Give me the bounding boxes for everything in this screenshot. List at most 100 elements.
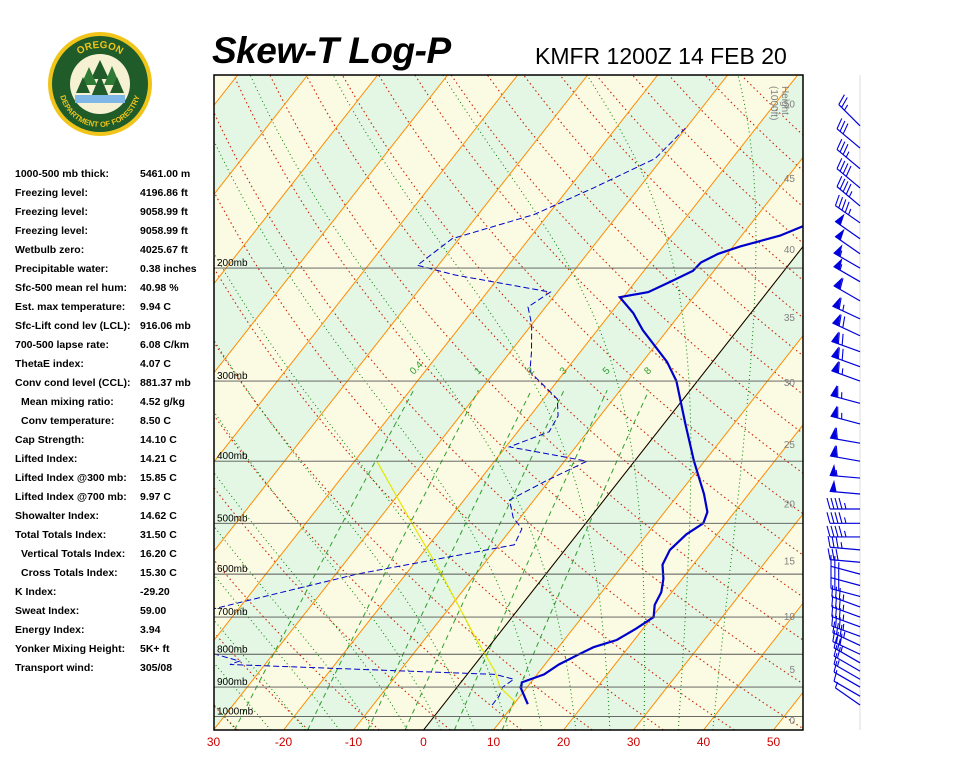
stat-label: Sweat Index: bbox=[15, 605, 80, 617]
barb-pennant bbox=[829, 479, 837, 493]
barb-flag bbox=[831, 548, 835, 561]
barb-staff bbox=[836, 128, 861, 149]
stat-value: 916.06 mb bbox=[140, 320, 191, 332]
stat-row: Vertical Totals Index: 16.20 C bbox=[15, 548, 220, 567]
barb-flag bbox=[830, 497, 835, 510]
stat-value: 14.62 C bbox=[140, 510, 177, 522]
wind-barb bbox=[830, 554, 861, 575]
stat-label: Conv temperature: bbox=[21, 415, 115, 427]
barb-staff bbox=[830, 577, 861, 587]
stat-value: 40.98 % bbox=[140, 282, 179, 294]
barb-flag bbox=[841, 333, 844, 346]
stat-label: Precipitable water: bbox=[15, 263, 109, 275]
barb-pennant bbox=[829, 464, 837, 477]
barb-pennant bbox=[831, 331, 839, 345]
stat-row: Freezing level: 9058.99 ft bbox=[15, 206, 220, 225]
isotherm bbox=[214, 75, 309, 196]
barb-flag bbox=[830, 525, 835, 538]
dry-adiabat bbox=[214, 111, 803, 730]
barb-flag bbox=[835, 586, 838, 599]
isotherm bbox=[633, 513, 803, 730]
wind-barb bbox=[830, 384, 861, 404]
barb-staff bbox=[832, 632, 861, 646]
barb-flag bbox=[836, 158, 843, 169]
stat-value: 4.52 g/kg bbox=[140, 396, 185, 408]
barb-flag bbox=[842, 123, 849, 135]
stat-label: Freezing level: bbox=[15, 187, 88, 199]
height-axis-title-line: (1000ft) bbox=[768, 86, 779, 120]
chart-title: Skew-T Log-P bbox=[212, 30, 451, 71]
barb-flag bbox=[841, 348, 844, 361]
wind-barb bbox=[834, 213, 861, 240]
barb-flag bbox=[838, 297, 842, 310]
barb-half-flag bbox=[836, 660, 840, 667]
wind-barb bbox=[833, 277, 861, 302]
stat-label: Yonker Mixing Height: bbox=[15, 643, 126, 655]
wind-barb bbox=[831, 296, 861, 320]
mixing-ratio-line bbox=[501, 389, 650, 730]
stat-row: 1000-500 mb thick: 5461.00 m bbox=[15, 168, 220, 187]
stat-row: Cross Totals Index: 15.30 C bbox=[15, 567, 220, 586]
barb-half-flag bbox=[840, 645, 844, 652]
barb-flag bbox=[834, 194, 840, 206]
stat-label: ThetaE index: bbox=[15, 358, 84, 370]
barb-half-flag bbox=[839, 264, 843, 271]
stat-value: 881.37 mb bbox=[140, 377, 191, 389]
barb-staff bbox=[838, 104, 861, 127]
isotherm bbox=[493, 334, 803, 730]
barb-pennant bbox=[831, 360, 839, 374]
stat-value: 9.97 C bbox=[140, 491, 171, 503]
mixing-ratio-line bbox=[453, 389, 608, 730]
stat-value: 9058.99 ft bbox=[140, 206, 188, 218]
stat-row: Freezing level: 9058.99 ft bbox=[15, 225, 220, 244]
isobar-label: 900mb bbox=[217, 677, 248, 688]
barb-staff bbox=[831, 606, 861, 618]
isotherm-bands bbox=[214, 75, 803, 730]
barb-flag bbox=[834, 525, 839, 538]
stat-label: Showalter Index: bbox=[15, 510, 100, 522]
barb-pennant bbox=[831, 313, 841, 327]
stat-row: Energy Index: 3.94 bbox=[15, 624, 220, 643]
barb-flag bbox=[831, 585, 834, 597]
barb-half-flag bbox=[835, 469, 838, 477]
wind-barb bbox=[826, 512, 860, 524]
barb-half-flag bbox=[843, 104, 849, 111]
barb-flag bbox=[838, 497, 843, 510]
stat-label: 700-500 lapse rate: bbox=[15, 339, 109, 351]
wind-barb bbox=[831, 331, 861, 353]
barb-half-flag bbox=[842, 623, 845, 631]
stat-label: Freezing level: bbox=[15, 206, 88, 218]
height-tick-label: 50 bbox=[784, 99, 796, 110]
wind-barb bbox=[833, 670, 861, 697]
barb-flag bbox=[835, 427, 838, 440]
barb-staff bbox=[833, 663, 861, 680]
stat-label: Cap Strength: bbox=[15, 434, 85, 446]
mixing-ratio-line bbox=[307, 389, 479, 730]
moist-adiabat bbox=[214, 252, 509, 730]
barb-flag bbox=[842, 181, 849, 193]
wind-barb bbox=[827, 535, 861, 551]
stat-value: 5461.00 m bbox=[140, 168, 191, 180]
x-tick-label: 20 bbox=[557, 735, 571, 749]
barb-half-flag bbox=[843, 631, 846, 638]
barb-flag bbox=[841, 97, 848, 108]
wind-barb bbox=[836, 158, 861, 189]
height-tick-label: 20 bbox=[784, 499, 796, 510]
wind-barb bbox=[838, 94, 861, 127]
x-axis: 30 -20 -10 0 10 20 30 40 50 bbox=[207, 735, 781, 749]
stat-row: Sweat Index: 59.00 bbox=[15, 605, 220, 624]
stat-row: K Index: -29.20 bbox=[15, 586, 220, 605]
wind-barb bbox=[832, 630, 861, 655]
stat-label: Freezing level: bbox=[15, 225, 88, 237]
barb-staff bbox=[831, 596, 861, 608]
barb-flag bbox=[838, 196, 844, 209]
isotherm bbox=[214, 75, 449, 374]
barb-pennant bbox=[834, 228, 845, 241]
barb-flag bbox=[831, 536, 835, 548]
height-tick-label: 45 bbox=[784, 174, 796, 185]
barb-pennant bbox=[834, 213, 845, 226]
stat-label: Wetbulb zero: bbox=[15, 244, 85, 256]
height-axis-title: Height(1000ft) bbox=[768, 86, 790, 120]
height-tick-label: 0 bbox=[789, 716, 795, 727]
wind-barb bbox=[833, 660, 861, 688]
